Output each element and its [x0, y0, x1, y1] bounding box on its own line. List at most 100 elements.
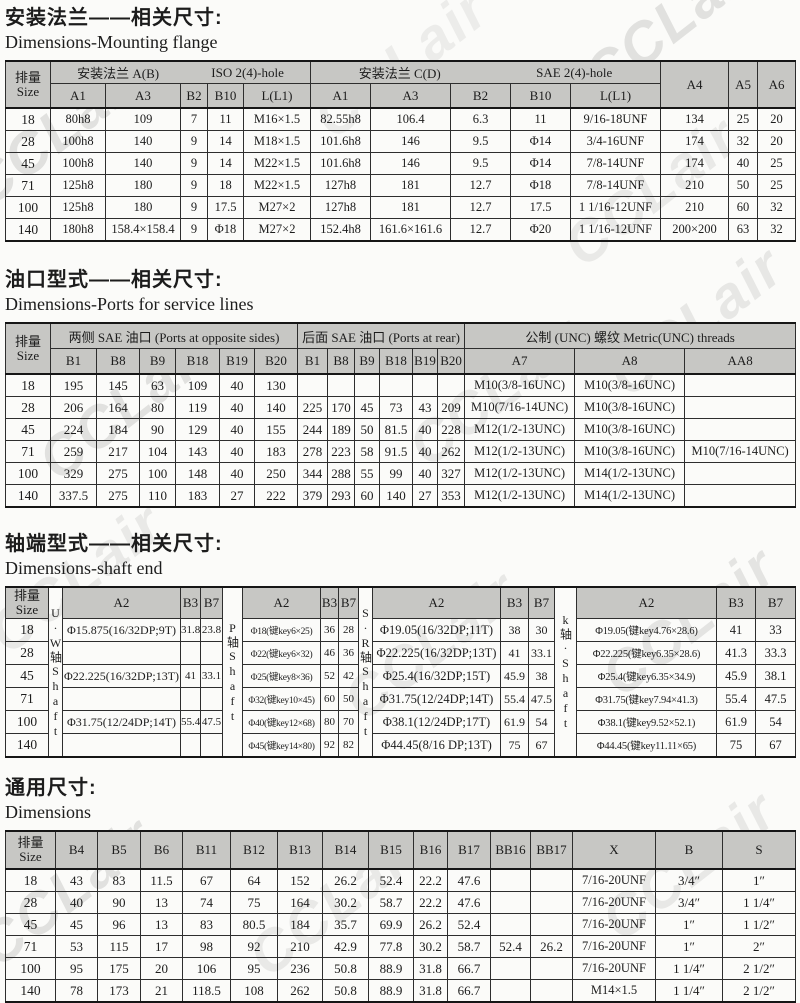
column-header: B18: [379, 348, 414, 375]
table-row: 28 100h8 140 9 14 M18×1.5 101.6h8 146 9.5 Φ14 3/4-…: [5, 130, 797, 153]
table-cell: 27: [219, 484, 255, 508]
table-cell: 61.9: [716, 710, 756, 734]
iso-group-en: ISO 2(4)-hole: [211, 64, 284, 80]
table-cell: 41: [180, 664, 201, 688]
table-cell: 33.1: [200, 664, 223, 688]
table-row: 28 Φ22(键key6×32) 46 36 Φ22.225(16/32DP;13T) 4…: [5, 641, 796, 665]
size-cell: 28: [5, 891, 56, 914]
table-cell: Φ19.05(16/32DP;11T): [372, 618, 501, 642]
table-cell: 110: [139, 484, 176, 508]
table-cell: 18: [207, 174, 244, 197]
table-cell: 14: [207, 130, 244, 153]
table-cell: 9/16-18UNF: [569, 107, 662, 131]
column-header: B19: [412, 348, 439, 375]
column-header: B6: [140, 830, 183, 870]
size-cell: 28: [5, 396, 51, 419]
table-cell: M14×1.5: [572, 979, 656, 1003]
size-cell: 100: [5, 710, 49, 734]
table-cell: 7/8-14UNF: [569, 152, 662, 175]
table-cell: 17: [140, 935, 183, 958]
table-cell: Φ22.225(16/32DP;13T): [372, 641, 501, 665]
table-cell: 134: [660, 107, 730, 131]
section-general-dimensions: 通用尺寸: Dimensions 排量 Size B4 B5 B6 B11 B12…: [5, 776, 796, 1003]
column-header: B19: [219, 348, 255, 375]
table-cell: 33: [755, 618, 796, 642]
column-header: AA8: [684, 348, 797, 375]
table-cell: 88.9: [368, 957, 414, 980]
table-cell: 180h8: [50, 218, 106, 242]
table-cell: 175: [97, 957, 141, 980]
table-cell: Φ14: [510, 152, 571, 175]
shaft-end-table: 排量 Size U·W轴Shaft A2 B3 B7 P轴Shaft A2 B3 …: [5, 586, 796, 758]
table-cell: 259: [50, 440, 97, 463]
table-cell: 30: [528, 618, 555, 642]
table-cell: 106: [182, 957, 231, 980]
table-row: 28 40 90 13 74 75 164 30.2 58.7 22.2 47.6 7/16-20UN…: [5, 891, 796, 914]
column-header: B18: [175, 348, 220, 375]
table-cell: 9.5: [450, 130, 511, 153]
table-cell: 170: [327, 396, 356, 419]
table-cell: 189: [327, 418, 356, 441]
table-cell: 181: [370, 174, 451, 197]
size-cell: 71: [5, 935, 56, 958]
table-cell: 1 1/16-12UNF: [569, 218, 662, 242]
table-cell: 7/16-20UNF: [572, 913, 656, 936]
column-header: B5: [97, 830, 141, 870]
column-header: B10: [207, 83, 244, 109]
table-cell: 67: [182, 868, 231, 892]
section-title-zh: 安装法兰——相关尺寸:: [5, 7, 223, 29]
table-cell: 200×200: [660, 218, 730, 242]
general-dimensions-table: 排量 Size B4 B5 B6 B11 B12 B13 B14 B15 B16 …: [5, 830, 796, 1003]
table-cell: [684, 418, 797, 441]
table-cell: [412, 373, 439, 397]
table-cell: 58: [354, 440, 381, 463]
table-cell: Φ19.05(键key4.76×28.6): [576, 618, 717, 642]
column-header: A8: [574, 348, 686, 375]
table-cell: 115: [97, 935, 141, 958]
table-row: 45 100h8 140 9 14 M22×1.5 101.6h8 146 9.5 Φ14 7/8-…: [5, 152, 797, 175]
table-cell: 45: [55, 913, 98, 936]
table-cell: 17.5: [510, 196, 571, 219]
section-title-en: Dimensions-Ports for service lines: [5, 294, 254, 314]
table-cell: 125h8: [50, 174, 106, 197]
table-cell: 146: [370, 152, 451, 175]
table-cell: 55: [354, 462, 381, 485]
table-cell: 66.7: [447, 979, 491, 1003]
table-cell: Φ25.4(16/32DP;15T): [372, 664, 501, 688]
table-cell: 9: [180, 130, 208, 153]
table-cell: 40: [55, 891, 98, 914]
column-header: B17: [447, 830, 491, 870]
table-cell: 52.4: [447, 913, 491, 936]
table-cell: 40: [728, 152, 759, 175]
table-cell: M27×2: [243, 196, 311, 219]
size-header-zh: 排量: [17, 835, 44, 850]
table-cell: 30.2: [413, 935, 448, 958]
table-cell: Φ25.4(键key6.35×34.9): [576, 664, 717, 688]
table-cell: 143: [175, 440, 220, 463]
column-header: B11: [182, 830, 231, 870]
table-cell: 52.4: [368, 868, 414, 892]
table-cell: 104: [139, 440, 176, 463]
table-cell: 11.5: [140, 868, 183, 892]
table-cell: 55.4: [716, 687, 756, 711]
column-header: BB17: [530, 830, 573, 870]
table-cell: M16×1.5: [243, 107, 311, 131]
table-cell: [62, 733, 181, 758]
table-cell: 42.9: [322, 935, 369, 958]
table-cell: 222: [253, 484, 299, 508]
table-cell: 45: [354, 396, 381, 419]
table-cell: [530, 868, 573, 892]
table-cell: 101.6h8: [310, 130, 371, 153]
table-cell: 40: [412, 418, 439, 441]
column-header: B8: [327, 348, 356, 375]
table-cell: M22×1.5: [243, 174, 311, 197]
table-cell: 209: [437, 396, 466, 419]
table-cell: 54: [755, 710, 796, 734]
table-cell: Φ22.225(键key6.35×28.6): [576, 641, 717, 665]
table-cell: Φ38.1(12/24DP;17T): [372, 710, 501, 734]
table-cell: M12(1/2-13UNC): [464, 440, 576, 463]
table-cell: [200, 687, 223, 711]
table-cell: 1 1/16-12UNF: [569, 196, 662, 219]
table-cell: 164: [96, 396, 140, 419]
column-header: A2: [372, 586, 501, 619]
